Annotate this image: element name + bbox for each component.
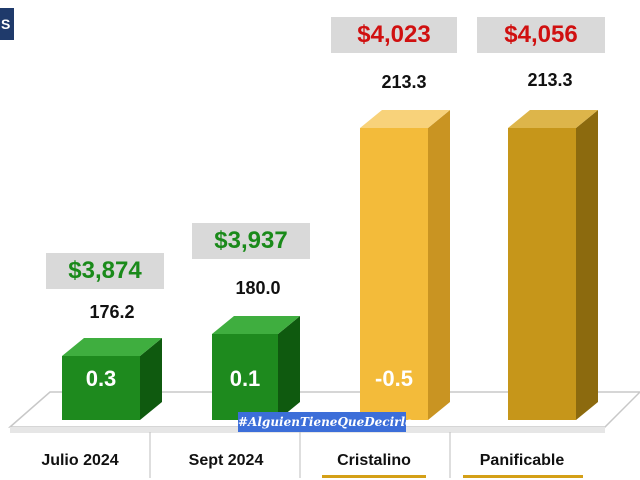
watermark-badge: #AlguienTieneQueDecirlo xyxy=(238,412,413,432)
price-label-3: $4,023 xyxy=(331,17,457,53)
bar-3 xyxy=(360,110,450,420)
category-underline-1 xyxy=(322,475,426,478)
category-label-3: Cristalino xyxy=(337,452,411,469)
category-label-4: Panificable xyxy=(479,452,565,469)
category-label-2: Sept 2024 xyxy=(188,452,264,469)
bar-3-front xyxy=(360,128,428,420)
bar-4 xyxy=(508,110,598,420)
bar-4-top xyxy=(508,110,598,128)
category-underline-2 xyxy=(463,475,583,478)
index-label-4: 213.3 xyxy=(527,70,573,90)
bar-2 xyxy=(212,316,300,420)
logo: S xyxy=(0,8,14,40)
bar-4-front xyxy=(508,128,576,420)
bar-3-side xyxy=(428,110,450,420)
index-label-3: 213.3 xyxy=(381,72,427,92)
bar-4-side xyxy=(576,110,598,420)
price-label-2: $3,937 xyxy=(192,223,310,259)
bars-group xyxy=(62,110,598,420)
bar-3-top xyxy=(360,110,450,128)
index-label-2: 180.0 xyxy=(235,278,281,298)
index-label-1: 176.2 xyxy=(89,302,135,322)
bar-2-side xyxy=(278,316,300,420)
category-label-1: Julio 2024 xyxy=(41,452,119,469)
bar-value-label-1: 0.3 xyxy=(85,366,117,391)
bar-1-top xyxy=(62,338,162,356)
bar-1-front xyxy=(62,356,140,420)
bar-value-label-3: -0.5 xyxy=(375,366,413,391)
price-label-4: $4,056 xyxy=(477,17,605,53)
price-label-1: $3,874 xyxy=(46,253,164,289)
bar-1 xyxy=(62,338,162,420)
bar-2-front xyxy=(212,334,278,420)
bar-2-top xyxy=(212,316,300,334)
bar-value-label-2: 0.1 xyxy=(229,366,261,391)
bar-1-side xyxy=(140,338,162,420)
